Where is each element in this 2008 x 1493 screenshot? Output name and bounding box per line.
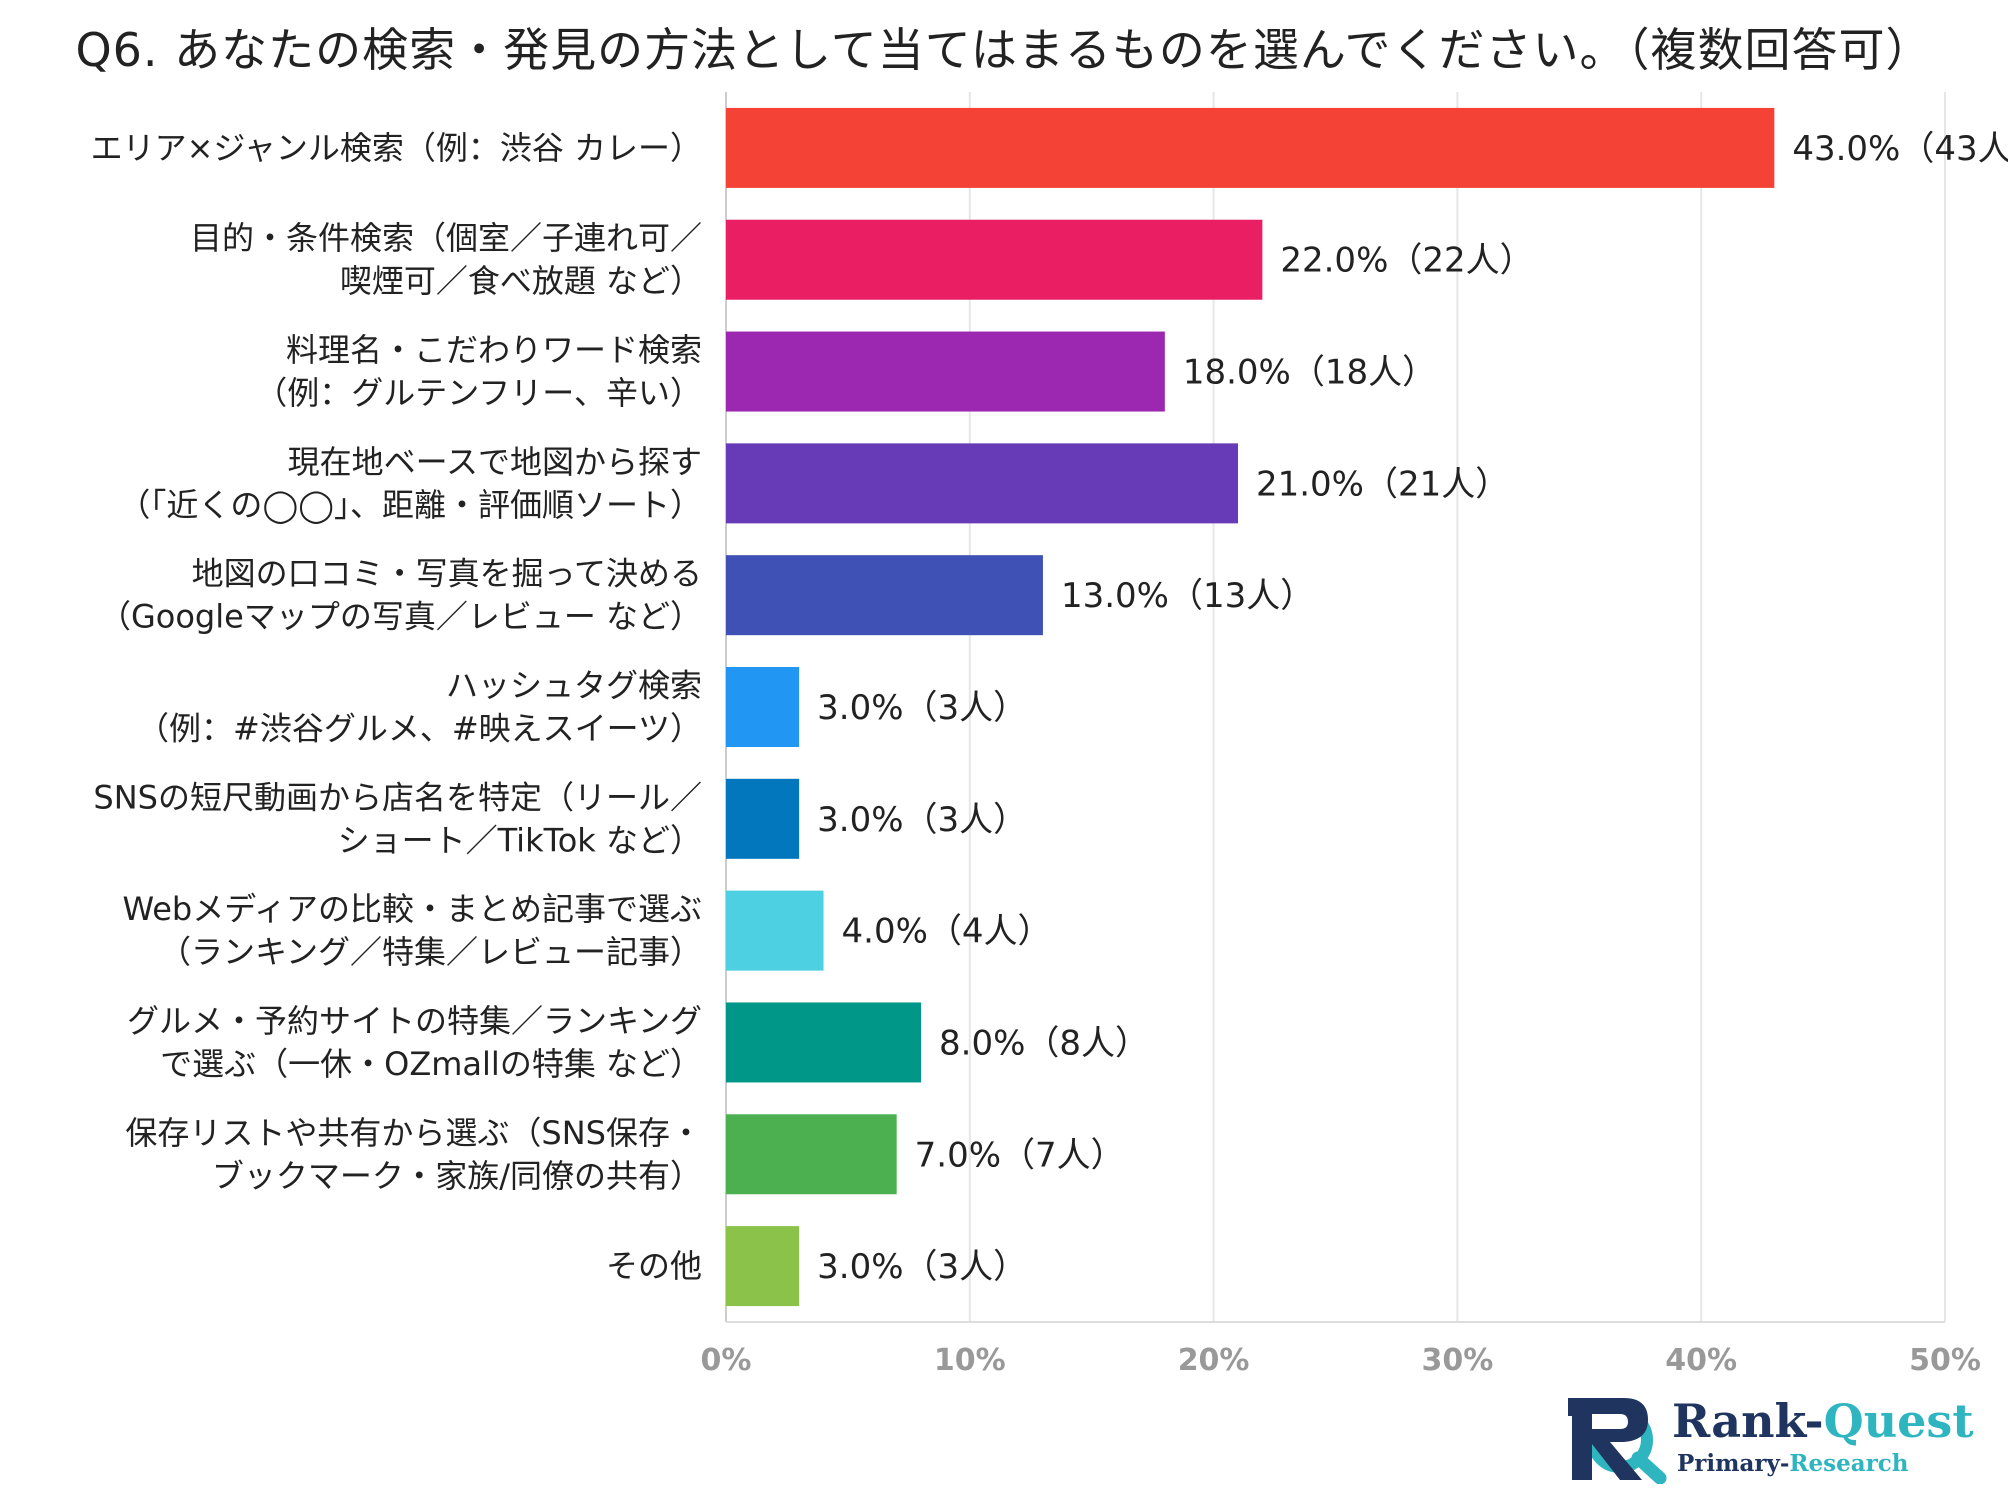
x-axis-ticks: 0% 10% 20% 30% 40% 50% — [701, 1343, 1981, 1378]
brand-tagline-part1: Primary- — [1677, 1450, 1790, 1477]
category-label: 地図の口コミ・写真を掘って決める — [192, 555, 702, 593]
value-labels: 43.0%（43人） 22.0%（22人） 18.0%（18人） 21.0%（21人）… — [817, 129, 2008, 1287]
category-label: 現在地ベースで地図から探す — [288, 443, 702, 481]
x-tick-label: 10% — [934, 1343, 1006, 1378]
bar — [726, 778, 800, 859]
category-label: ショート／TikTok など） — [338, 821, 702, 859]
bar-value-label: 7.0%（7人） — [915, 1135, 1125, 1175]
x-tick-label: 30% — [1421, 1343, 1493, 1378]
bar-value-label: 21.0%（21人） — [1256, 464, 1509, 504]
bar-value-label: 8.0%（8人） — [939, 1023, 1149, 1063]
bar — [726, 1002, 922, 1083]
bar — [726, 107, 1775, 188]
bar-value-label: 22.0%（22人） — [1280, 241, 1533, 281]
bar-value-label: 4.0%（4人） — [842, 912, 1052, 952]
brand-logo: Rank-Quest Primary-Research — [1562, 1392, 1982, 1485]
bar-value-label: 43.0%（43人） — [1792, 129, 2008, 169]
category-labels: エリア×ジャンル検索（例：渋谷 カレー） 目的・条件検索（個室／子連れ可／ 喫煙可／… — [91, 129, 702, 1285]
bar-value-label: 18.0%（18人） — [1183, 353, 1436, 393]
rank-quest-logo-icon — [1568, 1398, 1667, 1485]
bar — [726, 443, 1238, 524]
bar-value-label: 13.0%（13人） — [1061, 576, 1314, 616]
category-label: 喫煙可／食べ放題 など） — [340, 262, 702, 300]
brand-name-part2: Quest — [1823, 1394, 1974, 1448]
bars — [726, 107, 1775, 1307]
bar — [726, 890, 824, 971]
x-tick-label: 40% — [1665, 1343, 1737, 1378]
category-label: （「近くの◯◯」、距離・評価順ソート） — [118, 486, 702, 524]
category-label: （Googleマップの写真／レビュー など） — [99, 598, 702, 636]
category-label: グルメ・予約サイトの特集／ランキング — [127, 1002, 702, 1040]
chart-title: Q6. あなたの検索・発見の方法として当てはまるものを選んでください。（複数回答… — [75, 23, 1933, 77]
category-label: 保存リストや共有から選ぶ（SNS保存・ — [125, 1114, 702, 1152]
category-label: SNSの短尺動画から店名を特定（リール／ — [93, 778, 702, 816]
category-label: ブックマーク・家族/同僚の共有） — [212, 1157, 702, 1195]
brand-name-part1: Rank- — [1672, 1394, 1824, 1448]
category-label: 目的・条件検索（個室／子連れ可／ — [190, 219, 702, 257]
brand-name: Rank-Quest — [1672, 1394, 1974, 1448]
x-tick-label: 20% — [1178, 1343, 1250, 1378]
category-label: （例：#渋谷グルメ、#映えスイーツ） — [137, 710, 702, 748]
category-label: ハッシュタグ検索 — [446, 667, 702, 705]
category-label: で選ぶ（一休・OZmallの特集 など） — [160, 1045, 702, 1083]
x-tick-label: 0% — [701, 1343, 752, 1378]
bar-value-label: 3.0%（3人） — [817, 800, 1027, 840]
bar-value-label: 3.0%（3人） — [817, 1247, 1027, 1287]
bar — [726, 1114, 897, 1195]
bar — [726, 219, 1263, 300]
category-label: （ランキング／特集／レビュー記事） — [159, 933, 702, 971]
brand-tagline: Primary-Research — [1677, 1450, 1909, 1477]
bar — [726, 667, 800, 747]
bar — [726, 331, 1165, 412]
category-label: エリア×ジャンル検索（例：渋谷 カレー） — [91, 129, 702, 167]
bar-value-label: 3.0%（3人） — [817, 688, 1027, 728]
category-label: Webメディアの比較・まとめ記事で選ぶ — [122, 890, 702, 928]
brand-tagline-part2: Research — [1789, 1450, 1909, 1477]
bar — [726, 555, 1043, 636]
category-label: その他 — [606, 1247, 702, 1285]
category-label: 料理名・こだわりワード検索 — [286, 331, 702, 369]
category-label: （例：グルテンフリー、辛い） — [255, 374, 702, 412]
x-tick-label: 50% — [1909, 1343, 1981, 1378]
bar — [726, 1226, 800, 1307]
